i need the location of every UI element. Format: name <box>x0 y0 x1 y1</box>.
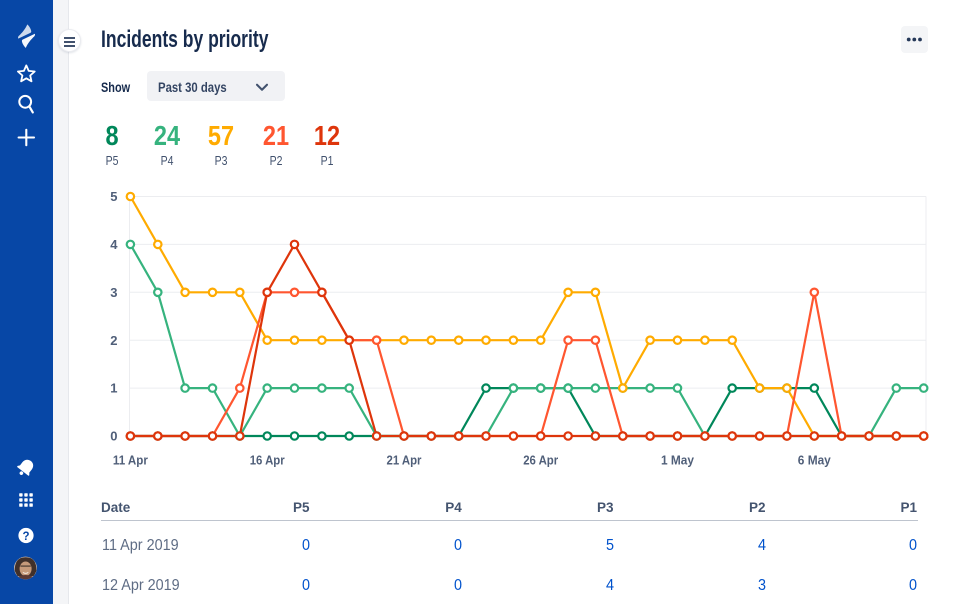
svg-text:?: ? <box>22 531 29 543</box>
svg-text:1 May: 1 May <box>661 453 694 467</box>
svg-text:5: 5 <box>110 189 117 204</box>
svg-text:26 Apr: 26 Apr <box>523 453 558 467</box>
svg-text:6 May: 6 May <box>798 453 831 467</box>
svg-text:21 Apr: 21 Apr <box>387 453 422 467</box>
svg-text:4: 4 <box>110 237 118 252</box>
svg-text:2: 2 <box>110 333 117 348</box>
svg-text:16 Apr: 16 Apr <box>250 453 285 467</box>
svg-text:11 Apr: 11 Apr <box>113 453 148 467</box>
svg-text:1: 1 <box>110 381 117 396</box>
svg-text:3: 3 <box>110 285 117 300</box>
svg-text:0: 0 <box>110 429 117 444</box>
